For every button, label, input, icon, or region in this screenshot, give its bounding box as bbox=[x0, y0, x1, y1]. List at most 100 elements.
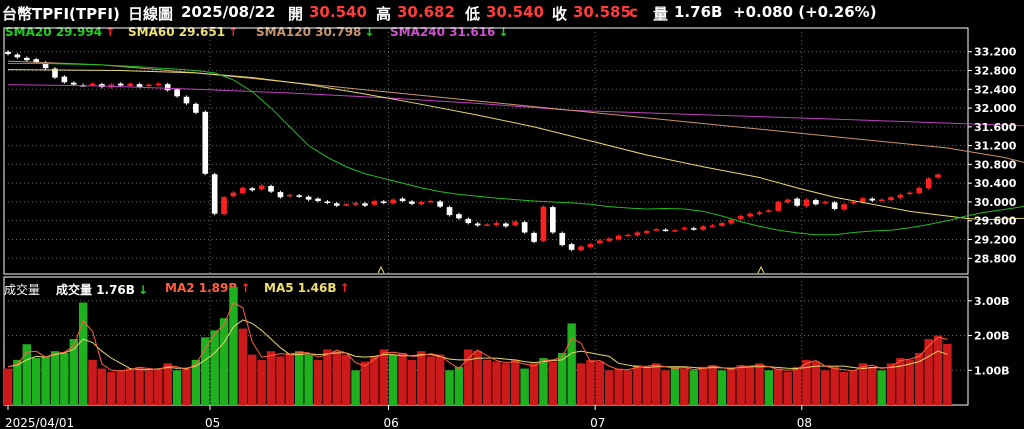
candle-body bbox=[352, 202, 359, 205]
candle-body bbox=[794, 198, 800, 206]
candle-body bbox=[625, 234, 631, 237]
candle-body bbox=[559, 232, 566, 246]
volume-bar bbox=[3, 368, 13, 405]
volume-bar bbox=[680, 368, 689, 405]
volume-bar bbox=[294, 351, 304, 405]
volume-bar bbox=[379, 349, 388, 405]
volume-bar bbox=[360, 361, 370, 405]
ma5-legend[interactable]: MA5 1.46B ↑ bbox=[264, 281, 350, 295]
period-label[interactable]: 日線圖 bbox=[128, 5, 174, 23]
candle-body bbox=[878, 199, 885, 202]
volume-bar bbox=[41, 356, 50, 405]
close-value: 30.585 bbox=[573, 3, 631, 21]
volume-bar bbox=[191, 359, 201, 405]
candle-body bbox=[474, 223, 481, 226]
candle-body bbox=[860, 198, 866, 203]
arrow-up-icon: ↑ bbox=[105, 25, 116, 39]
volume-bar bbox=[454, 366, 464, 405]
candle-body bbox=[719, 223, 725, 226]
volume-tick-label: 1.00B bbox=[974, 364, 1010, 377]
volume-bar bbox=[154, 368, 163, 405]
volume-bar bbox=[210, 330, 219, 405]
volume-bar bbox=[520, 368, 529, 405]
volume-legend-item[interactable]: 成交量 1.76B ↓ bbox=[56, 281, 148, 298]
candle-body bbox=[493, 223, 500, 225]
volume-bar bbox=[323, 349, 332, 405]
candle-body bbox=[258, 185, 265, 190]
volume-bar bbox=[435, 354, 445, 405]
volume-bar bbox=[266, 351, 276, 405]
volume-bar bbox=[670, 366, 680, 405]
candle-body bbox=[268, 185, 274, 192]
ma2-legend[interactable]: MA2 1.89B ↑ bbox=[165, 281, 251, 295]
volume-bar bbox=[886, 363, 896, 405]
candle-body bbox=[399, 198, 406, 201]
candle-body bbox=[146, 84, 152, 87]
volume-bar bbox=[426, 356, 435, 405]
volume-bar bbox=[830, 366, 839, 405]
arrow-down-icon: ↓ bbox=[498, 25, 509, 39]
volume-bar bbox=[576, 363, 586, 405]
volume-bar bbox=[708, 365, 717, 405]
candle-body bbox=[521, 222, 528, 233]
volume-bar bbox=[473, 351, 482, 405]
candle-body bbox=[925, 178, 932, 189]
price-tick-label: 32.400 bbox=[974, 83, 1017, 96]
volume-bar bbox=[727, 368, 736, 405]
volume-bar bbox=[144, 370, 154, 405]
candle-body bbox=[136, 84, 143, 87]
candle-body bbox=[747, 213, 753, 217]
volume-bar bbox=[407, 359, 417, 405]
candle-body bbox=[380, 201, 387, 203]
volume-bar bbox=[755, 363, 764, 405]
arrow-up-icon: ↑ bbox=[240, 281, 251, 295]
volume-bar bbox=[370, 356, 379, 405]
volume-bar bbox=[172, 370, 182, 405]
candle-body bbox=[343, 204, 349, 206]
candle-body bbox=[822, 201, 829, 204]
candle-body bbox=[164, 84, 171, 91]
volume-bar bbox=[783, 372, 792, 405]
candle-body bbox=[653, 229, 659, 231]
candle-body bbox=[315, 198, 321, 201]
candle-body bbox=[202, 111, 209, 174]
high-value: 30.682 bbox=[397, 3, 455, 21]
candle-body bbox=[70, 82, 77, 85]
volume-bar bbox=[792, 366, 802, 405]
change-value: +0.080 (+0.26%) bbox=[733, 3, 877, 21]
candle-body bbox=[127, 83, 133, 86]
candle-body bbox=[907, 192, 913, 195]
candle-body bbox=[831, 202, 838, 209]
candle-body bbox=[484, 224, 490, 226]
candle-body bbox=[305, 196, 312, 200]
volume-bar bbox=[116, 370, 125, 405]
quote-date: 2025/08/22 bbox=[181, 3, 276, 21]
candle-body bbox=[174, 89, 180, 97]
candle-body bbox=[540, 206, 547, 241]
candle-body bbox=[803, 199, 810, 207]
volume-bar bbox=[614, 368, 623, 405]
volume-legend-text: 成交量 1.76B bbox=[56, 283, 135, 297]
candle-body bbox=[33, 59, 39, 63]
volume-bar bbox=[764, 370, 774, 405]
candle-body bbox=[813, 200, 819, 205]
candle-body bbox=[418, 201, 425, 205]
volume-bar bbox=[642, 366, 652, 405]
arrow-up-icon: ↑ bbox=[339, 281, 350, 295]
price-tick-label: 33.200 bbox=[974, 46, 1017, 59]
symbol-name[interactable]: 台幣TPFI(TPFI) bbox=[2, 5, 120, 23]
volume-bar bbox=[839, 372, 849, 405]
volume-bar bbox=[201, 337, 210, 405]
volume-bar bbox=[285, 352, 295, 405]
candle-body bbox=[550, 207, 556, 233]
candle-body bbox=[568, 244, 575, 250]
volume-bar bbox=[651, 363, 661, 405]
volume-bar bbox=[914, 352, 924, 405]
x-tick-label: 08 bbox=[797, 416, 812, 429]
candle-body bbox=[296, 195, 303, 197]
candle-body bbox=[371, 201, 378, 205]
candle-body bbox=[737, 216, 744, 219]
candle-body bbox=[89, 83, 96, 86]
candle-body bbox=[634, 232, 641, 236]
